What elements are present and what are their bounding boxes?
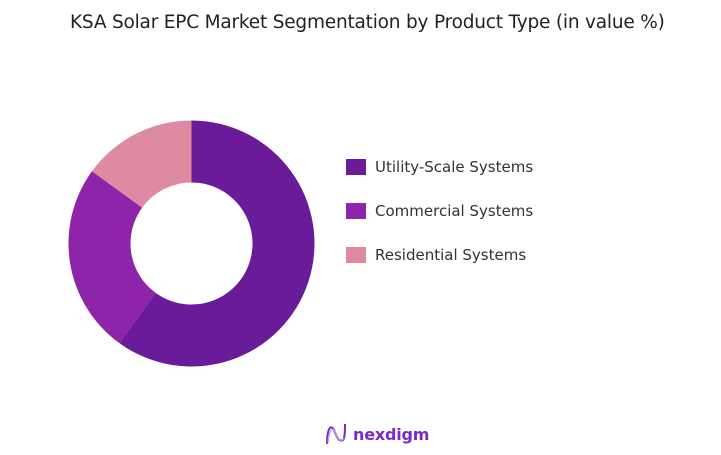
legend-swatch bbox=[346, 203, 366, 219]
nexdigm-wave-icon bbox=[326, 423, 346, 445]
chart-legend: Utility-Scale Systems Commercial Systems… bbox=[346, 156, 533, 288]
logo-text: nexdigm bbox=[353, 424, 430, 444]
legend-item-utility: Utility-Scale Systems bbox=[346, 156, 533, 178]
donut-slice-utility bbox=[119, 120, 315, 367]
legend-label: Utility-Scale Systems bbox=[375, 158, 534, 176]
legend-swatch bbox=[346, 247, 366, 263]
chart-title: KSA Solar EPC Market Segmentation by Pro… bbox=[70, 12, 665, 33]
legend-item-residential: Residential Systems bbox=[346, 244, 533, 266]
donut-slice-residential bbox=[91, 120, 192, 208]
legend-swatch bbox=[346, 159, 366, 175]
legend-label: Residential Systems bbox=[375, 246, 527, 264]
donut-slice-commercial bbox=[68, 171, 156, 344]
legend-label: Commercial Systems bbox=[375, 202, 534, 220]
legend-item-commercial: Commercial Systems bbox=[346, 200, 533, 222]
nexdigm-logo: nexdigm bbox=[325, 422, 429, 446]
